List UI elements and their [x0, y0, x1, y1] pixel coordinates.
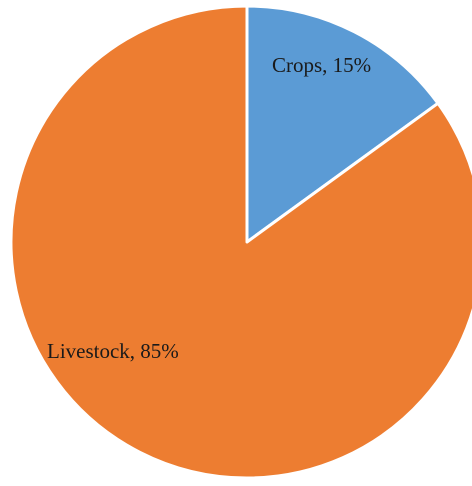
slice-label-livestock: Livestock, 85% [47, 339, 179, 363]
slice-label-crops: Crops, 15% [272, 53, 371, 77]
pie-slices [9, 4, 472, 480]
pie-labels: Crops, 15% Livestock, 85% [47, 53, 371, 363]
pie-slice-livestock [9, 4, 472, 480]
pie-slice-crops [245, 4, 440, 244]
